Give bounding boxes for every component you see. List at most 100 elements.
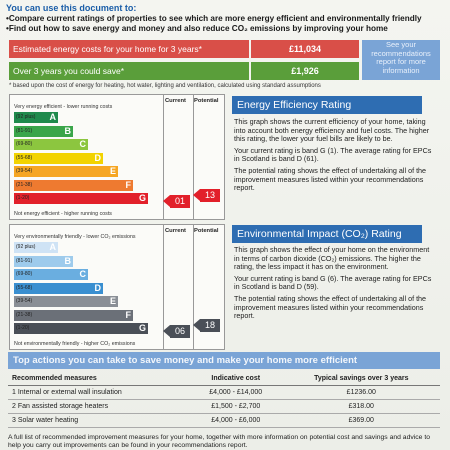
estimated-cost-value: £11,034 [251, 40, 359, 58]
potential-column-header: Potential [194, 98, 219, 104]
top-actions-title: Top actions you can take to save money a… [8, 352, 440, 369]
bottom-note: Not environmentally friendly - higher CO… [14, 341, 136, 347]
band-letter: E [109, 166, 116, 176]
band-letter: G [138, 323, 146, 333]
band-letter: B [64, 255, 72, 266]
band-range: (81-91) [16, 127, 33, 134]
footer-note: A full list of recommended improvement m… [8, 434, 430, 449]
band-range: (39-54) [16, 298, 33, 304]
bullet-save: Find out how to save energy and money an… [6, 24, 422, 34]
energy-efficiency-text: This graph shows the current efficiency … [234, 117, 432, 196]
divider [163, 225, 164, 349]
rating-band-d: (55-68) D [14, 282, 103, 294]
divider [193, 225, 194, 349]
band-letter: B [64, 125, 72, 136]
header-savings: Typical savings over 3 years [282, 372, 440, 386]
current-column-header: Current [165, 98, 186, 104]
band-range: (39-54) [16, 168, 33, 174]
band-letter: A [49, 242, 57, 252]
band-range: (1-20) [16, 325, 30, 331]
potential-rating-arrow: 13 [193, 189, 220, 202]
table-row: 3 Solar water heating £4,000 - £6,000 £3… [8, 413, 440, 428]
cost: £1,500 - £2,700 [188, 399, 283, 414]
bottom-note: Not energy efficient - higher running co… [14, 211, 112, 217]
band-letter: C [79, 269, 87, 279]
header-cost: Indicative cost [188, 372, 283, 386]
table-row: 1 Internal or external wall insulation £… [8, 385, 440, 400]
band-letter: A [49, 112, 57, 122]
environmental-impact-text: This graph shows the effect of your home… [234, 245, 432, 324]
savings-row: Over 3 years you could save* £1,926 [9, 62, 359, 80]
environmental-impact-title: Environmental Impact (CO₂) Rating [232, 225, 422, 243]
table-header-row: Recommended measures Indicative cost Typ… [8, 372, 440, 386]
rating-band-c: (69-80) C [14, 269, 88, 280]
saving: £1236.00 [282, 385, 440, 400]
saving: £318.00 [282, 399, 440, 414]
header-measures: Recommended measures [8, 372, 189, 386]
current-column-header: Current [165, 228, 186, 234]
rating-band-d: (55-68) D [14, 152, 103, 164]
rating-band-f: (21-38) F [14, 179, 133, 191]
cost: £4,000 - £14,000 [188, 385, 283, 400]
cost: £4,000 - £6,000 [188, 413, 283, 428]
energy-efficiency-chart: Current Potential Very energy efficient … [9, 94, 225, 220]
rating-band-e: (39-54) E [14, 166, 118, 177]
band-letter: D [94, 152, 102, 163]
estimated-cost-row: Estimated energy costs for your home for… [9, 40, 359, 58]
savings-value: £1,926 [251, 62, 359, 80]
band-range: (21-38) [16, 311, 33, 318]
rating-band-b: (81-91) B [14, 255, 73, 267]
top-note: Very environmentally friendly - lower CO… [14, 234, 136, 240]
paragraph: This graph shows the current efficiency … [234, 117, 430, 144]
band-range: (69-80) [16, 141, 33, 147]
rating-band-a: (92 plus) A [14, 112, 58, 123]
band-range: (55-68) [16, 284, 33, 291]
band-range: (81-91) [16, 257, 33, 264]
measure: 2 Fan assisted storage heaters [8, 399, 189, 414]
rating-band-c: (69-80) C [14, 139, 88, 150]
rating-band-g: (1-20) G [14, 323, 148, 334]
band-range: (69-80) [16, 271, 33, 277]
cost-summary: Estimated energy costs for your home for… [9, 40, 359, 80]
band-range: (92 plus) [16, 114, 36, 120]
rating-band-e: (39-54) E [14, 296, 118, 307]
purpose-bullets: Compare current ratings of properties to… [6, 14, 422, 34]
recommendations-table: Recommended measures Indicative cost Typ… [8, 372, 440, 428]
bullet-compare: Compare current ratings of properties to… [6, 14, 422, 24]
savings-label: Over 3 years you could save* [9, 62, 249, 80]
paragraph: The potential rating shows the effect of… [234, 293, 427, 321]
environmental-impact-chart: Current Potential Very environmentally f… [9, 224, 225, 350]
band-range: (21-38) [16, 181, 33, 188]
band-letter: E [109, 296, 116, 306]
measure: 3 Solar water heating [8, 413, 189, 428]
top-note: Very energy efficient - lower running co… [14, 104, 113, 110]
band-range: (1-20) [16, 195, 30, 201]
based-note: * based upon the cost of energy for heat… [9, 83, 321, 89]
band-letter: G [138, 193, 146, 203]
paragraph: Your current rating is band G (1). The a… [234, 145, 432, 164]
divider [163, 95, 164, 219]
estimated-cost-label: Estimated energy costs for your home for… [9, 40, 249, 58]
table-row: 2 Fan assisted storage heaters £1,500 - … [8, 399, 440, 414]
rating-band-a: (92 plus) A [14, 242, 58, 253]
paragraph: Your current rating is band G (6). The a… [234, 273, 432, 292]
band-letter: C [79, 139, 87, 149]
band-range: (55-68) [16, 154, 33, 161]
rating-band-b: (81-91) B [14, 125, 73, 137]
paragraph: This graph shows the effect of your home… [234, 245, 430, 272]
saving: £369.00 [282, 413, 440, 428]
rating-band-g: (1-20) G [14, 193, 148, 204]
measure: 1 Internal or external wall insulation [8, 385, 189, 400]
band-range: (92 plus) [16, 244, 36, 250]
current-rating-arrow: 06 [163, 325, 190, 338]
energy-efficiency-title: Energy Efficiency Rating [232, 96, 422, 114]
rating-band-f: (21-38) F [14, 309, 133, 321]
potential-column-header: Potential [194, 228, 219, 234]
potential-rating-arrow: 18 [193, 319, 220, 332]
current-rating-arrow: 01 [163, 195, 190, 208]
band-letter: D [94, 282, 102, 293]
band-letter: F [125, 179, 132, 190]
page-heading: You can use this document to: [6, 3, 137, 13]
band-letter: F [125, 309, 132, 320]
